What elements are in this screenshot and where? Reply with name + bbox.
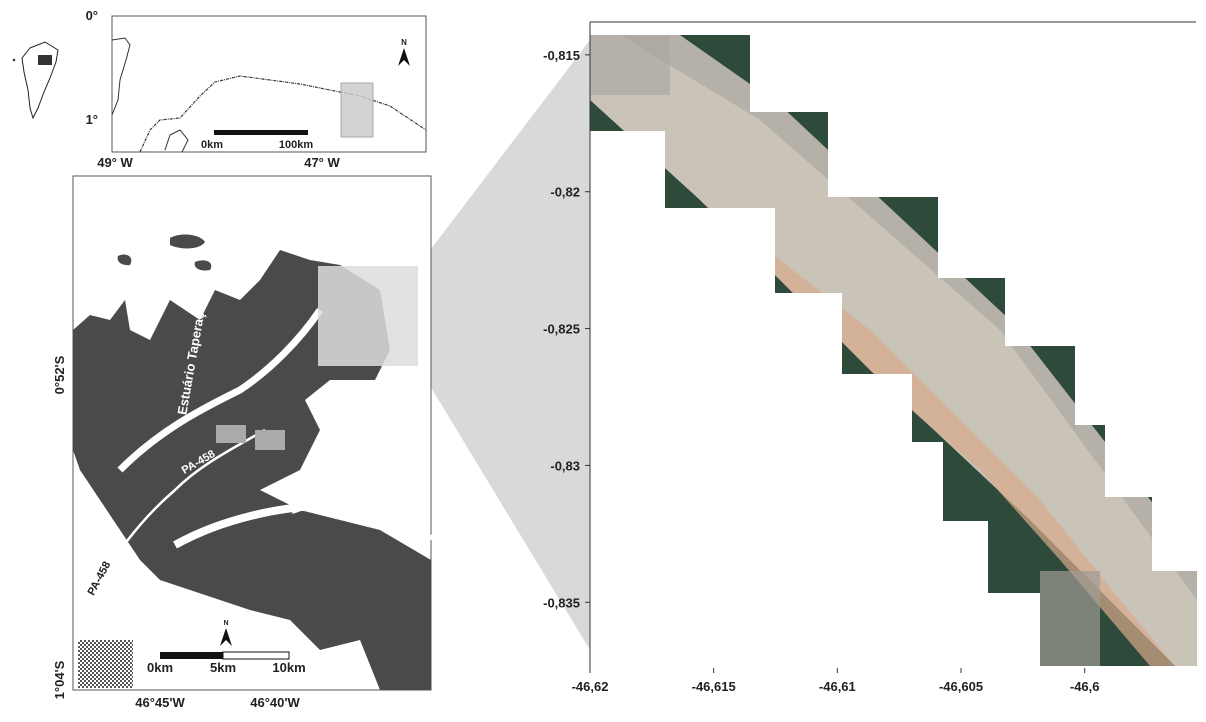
x-tick-label: -46,62 [572,679,609,694]
continent-inset [12,41,59,120]
lat-label: 1° [86,112,98,127]
lon-label: 49° W [97,155,133,170]
x-tick-label: -46,61 [819,679,856,694]
zoom-wedge [418,40,590,650]
lon-label: 46°45'W [135,695,185,710]
lon-label: 47° W [304,155,340,170]
scale-label: 0km [201,139,223,151]
scale-label: 5km [210,660,236,675]
x-tick-label: -46,615 [692,679,736,694]
location-map [72,175,434,691]
y-tick-label: -0,82 [550,185,580,200]
y-tick-label: -0,83 [550,458,580,473]
y-tick-label: -0,835 [543,595,580,610]
scale-label: 100km [279,139,313,151]
satellite-imagery [590,35,1197,666]
scale-label: 10km [272,660,305,675]
lon-label: 46°40'W [250,695,300,710]
overview-map [111,15,427,153]
x-tick-label: -46,6 [1070,679,1100,694]
north-label: N [223,620,228,627]
lat-label: 0° [86,8,98,23]
scale-label: 0km [147,660,173,675]
lat-label: 1°04'S [52,660,67,699]
x-tick-label: -46,605 [939,679,983,694]
lat-label: 0°52'S [52,355,67,394]
north-label: N [401,38,407,47]
y-tick-label: -0,825 [543,322,580,337]
y-tick-label: -0,815 [543,48,580,63]
